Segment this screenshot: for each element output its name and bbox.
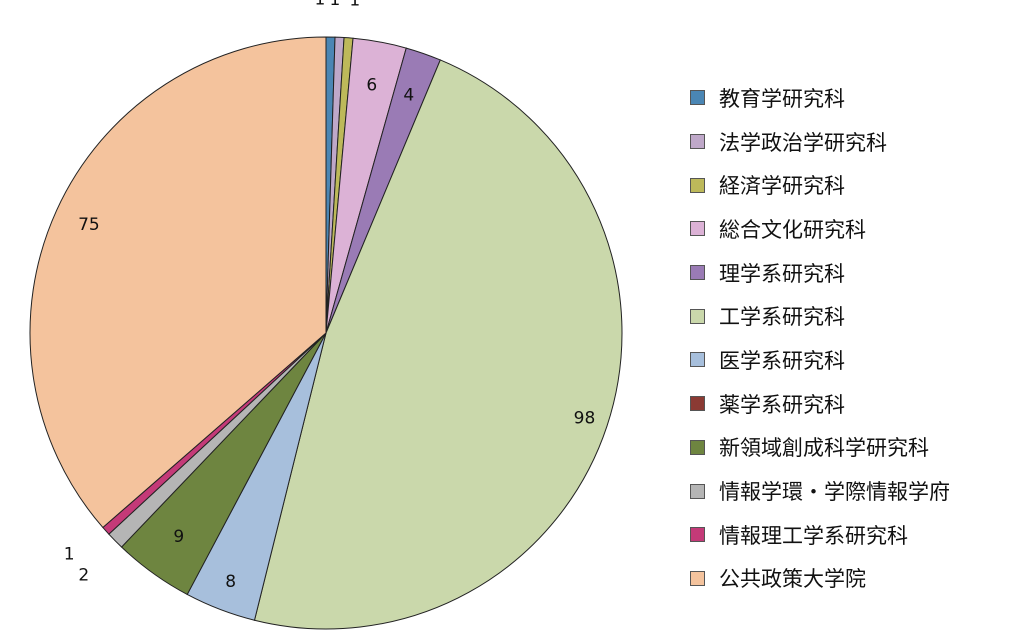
legend-item: 情報理工学系研究科 xyxy=(690,513,950,557)
legend-swatch xyxy=(690,396,705,412)
slice-value-label: 1 xyxy=(329,0,340,10)
legend-swatch xyxy=(690,134,705,150)
legend-swatch xyxy=(690,527,705,543)
legend-swatch xyxy=(690,221,705,237)
slice-value-label: 98 xyxy=(574,409,596,429)
legend-item: 教育学研究科 xyxy=(690,76,950,120)
legend-item: 総合文化研究科 xyxy=(690,207,950,251)
legend-item: 新領域創成科学研究科 xyxy=(690,426,950,470)
legend-swatch xyxy=(690,570,705,586)
slice-value-label: 1 xyxy=(64,545,75,565)
legend-item: 情報学環・学際情報学府 xyxy=(690,469,950,513)
slice-value-label: 1 xyxy=(349,0,360,10)
pie-slice xyxy=(253,59,623,630)
legend-label: 法学政治学研究科 xyxy=(719,130,887,155)
legend-swatch xyxy=(690,265,705,281)
pie-slice xyxy=(29,36,327,529)
legend-item: 経済学研究科 xyxy=(690,163,950,207)
legend-label: 薬学系研究科 xyxy=(719,392,845,417)
legend-item: 法学政治学研究科 xyxy=(690,120,950,164)
legend-label: 医学系研究科 xyxy=(719,348,845,373)
legend-item: 薬学系研究科 xyxy=(690,382,950,426)
legend-label: 工学系研究科 xyxy=(719,305,845,330)
legend-swatch xyxy=(690,308,705,324)
slice-value-label: 1 xyxy=(315,0,326,9)
legend-label: 教育学研究科 xyxy=(719,86,845,111)
legend-swatch xyxy=(690,439,705,455)
legend-item: 工学系研究科 xyxy=(690,294,950,338)
legend-swatch xyxy=(690,90,705,106)
legend-label: 情報理工学系研究科 xyxy=(719,523,908,548)
pie-chart: 1116498892175 xyxy=(29,0,623,630)
legend-swatch xyxy=(690,483,705,499)
legend-item: 医学系研究科 xyxy=(690,338,950,382)
legend-swatch xyxy=(690,352,705,368)
legend-label: 公共政策大学院 xyxy=(719,567,866,592)
slice-value-label: 2 xyxy=(78,566,89,586)
legend-label: 総合文化研究科 xyxy=(719,217,866,242)
pie-slices xyxy=(29,36,623,630)
legend: 教育学研究科法学政治学研究科 経済学研究科 総合文化研究科 理学系研究科 工学系研究科医… xyxy=(690,76,950,600)
legend-swatch xyxy=(690,177,705,193)
legend-label: 新領域創成科学研究科 xyxy=(719,436,929,461)
slice-value-label: 8 xyxy=(225,572,236,592)
legend-label: 理学系研究科 xyxy=(719,261,845,286)
slice-value-label: 9 xyxy=(173,527,184,547)
legend-item: 理学系研究科 xyxy=(690,251,950,295)
slice-value-label: 6 xyxy=(366,76,377,96)
pie-value-labels: 1116498892175 xyxy=(64,0,596,592)
slice-value-label: 75 xyxy=(78,215,100,235)
legend-item: 公共政策大学院 xyxy=(690,557,950,601)
legend-label: 経済学研究科 xyxy=(719,174,845,199)
slice-value-label: 4 xyxy=(403,85,414,105)
legend-label: 情報学環・学際情報学府 xyxy=(719,480,950,505)
